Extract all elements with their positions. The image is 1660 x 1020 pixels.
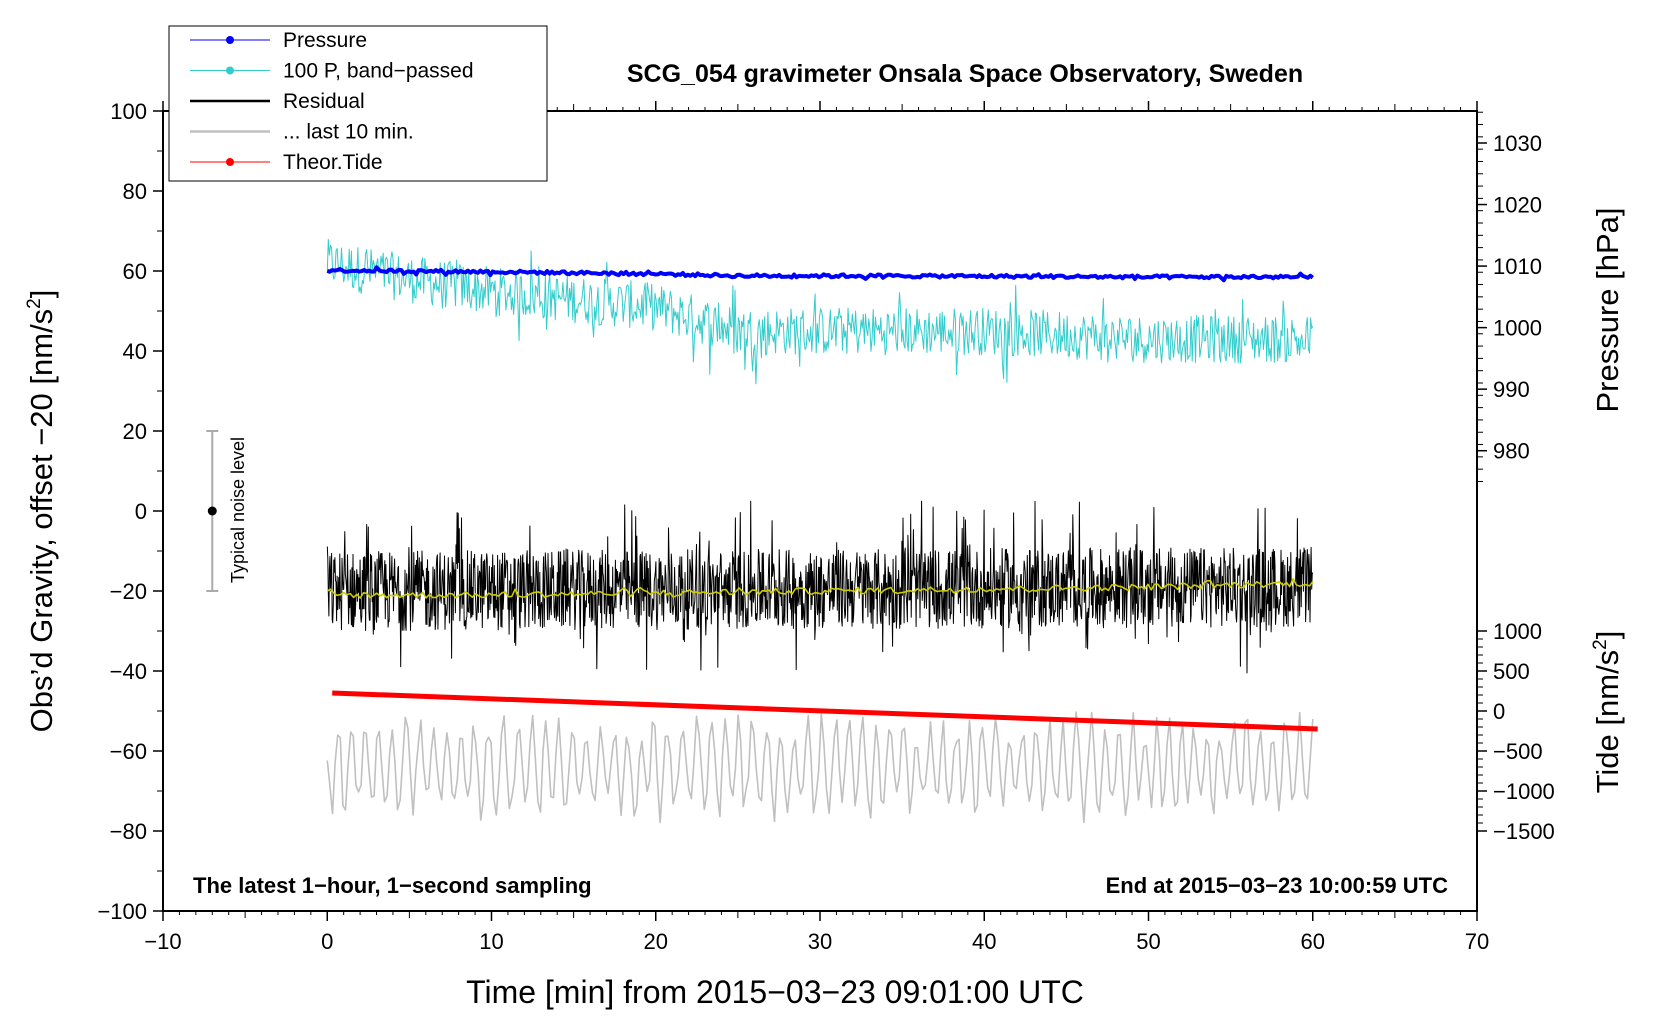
x-tick-label: 20 — [644, 929, 668, 954]
legend-marker-100-p-band-passed — [226, 66, 234, 75]
series-100-p-band-passed — [326, 238, 1314, 385]
tide-tick-label: −1500 — [1493, 819, 1555, 844]
x-tick-label: 50 — [1136, 929, 1160, 954]
legend-box — [168, 25, 548, 182]
pressure-tick-label: 990 — [1493, 377, 1530, 402]
x-tick-label: −10 — [144, 929, 181, 954]
axis-layer: −10 0 10 20 30 40 50 60 70100806040200−20−40−60−… — [97, 99, 1554, 954]
series-residual — [326, 500, 1314, 674]
x-tick-label: 60 — [1301, 929, 1325, 954]
y-axis-label-tide-sup: 2 — [1590, 639, 1611, 650]
legend-marker-pressure — [226, 36, 234, 44]
y-axis-label-tide-main: Tide [nm/s — [1590, 650, 1625, 794]
y-axis-label-tide-end: ] — [1590, 631, 1625, 640]
tide-tick-label: 1000 — [1493, 619, 1542, 644]
y-tick-label: 40 — [123, 339, 147, 364]
y-tick-label: −40 — [110, 659, 147, 684]
y-tick-label: −20 — [110, 579, 147, 604]
y-axis-label-left-sup: 2 — [24, 298, 45, 309]
legend-label-residual: Residual — [283, 90, 365, 113]
chart-title: SCG_054 gravimeter Onsala Space Observat… — [627, 60, 1303, 88]
series-pressure — [326, 265, 1314, 283]
y-tick-label: −60 — [110, 739, 147, 764]
tide-tick-label: −1000 — [1493, 779, 1555, 804]
x-tick-label: 40 — [972, 929, 996, 954]
tide-tick-label: 0 — [1493, 699, 1505, 724]
y-axis-label-tide: Tide [nm/s2] — [1590, 631, 1625, 794]
series-layer — [326, 238, 1318, 824]
tide-tick-label: 500 — [1493, 659, 1530, 684]
y-tick-label: 60 — [123, 259, 147, 284]
y-tick-label: 80 — [123, 179, 147, 204]
y-axis-label-left-end: ] — [24, 290, 59, 299]
legend-label-100-p-band-passed: 100 P, band−passed — [283, 60, 474, 83]
pressure-tick-label: 1000 — [1493, 316, 1542, 341]
series-last-10-min — [326, 711, 1314, 824]
y-axis-label-left-main: Obs’d Gravity, offset −20 [nm/s — [24, 309, 59, 733]
y-tick-label: 20 — [123, 419, 147, 444]
pressure-tick-label: 1030 — [1493, 131, 1542, 156]
series-smoothed-residual — [326, 577, 1314, 599]
tide-tick-label: −500 — [1493, 739, 1543, 764]
legend-label-theor-tide: Theor.Tide — [283, 151, 383, 174]
noise-bar-dot — [207, 506, 217, 516]
y-tick-label: 100 — [110, 99, 147, 124]
y-tick-label: 0 — [135, 499, 147, 524]
noise-bar — [206, 430, 219, 592]
y-axis-label-left: Obs’d Gravity, offset −20 [nm/s2] — [24, 290, 59, 733]
noise-bar-label: Typical noise level — [228, 437, 248, 583]
y-tick-label: −80 — [110, 819, 147, 844]
annotation-right: End at 2015−03−23 10:00:59 UTC — [1106, 873, 1449, 898]
x-axis-label: Time [min] from 2015−03−23 09:01:00 UTC — [466, 974, 1084, 1010]
x-tick-label: 70 — [1465, 929, 1489, 954]
series-theor-tide — [332, 690, 1318, 732]
annotation-left: The latest 1−hour, 1−second sampling — [193, 873, 592, 898]
x-tick-label: 0 — [321, 929, 333, 954]
legend-items: Pressure 100 P, band−passed Residual ... la… — [190, 29, 474, 174]
legend-label-pressure: Pressure — [283, 29, 367, 52]
pressure-tick-label: 980 — [1493, 439, 1530, 464]
x-tick-label: 10 — [479, 929, 503, 954]
pressure-tick-label: 1010 — [1493, 254, 1542, 279]
x-tick-label: 30 — [808, 929, 832, 954]
legend-label-last-10-min: ... last 10 min. — [283, 121, 414, 144]
legend: Pressure 100 P, band−passed Residual ... la… — [168, 25, 548, 182]
legend-marker-theor-tide — [226, 158, 234, 166]
y-tick-label: −100 — [97, 899, 147, 924]
y-axis-label-pressure: Pressure [hPa] — [1590, 207, 1625, 412]
pressure-tick-label: 1020 — [1493, 193, 1542, 218]
